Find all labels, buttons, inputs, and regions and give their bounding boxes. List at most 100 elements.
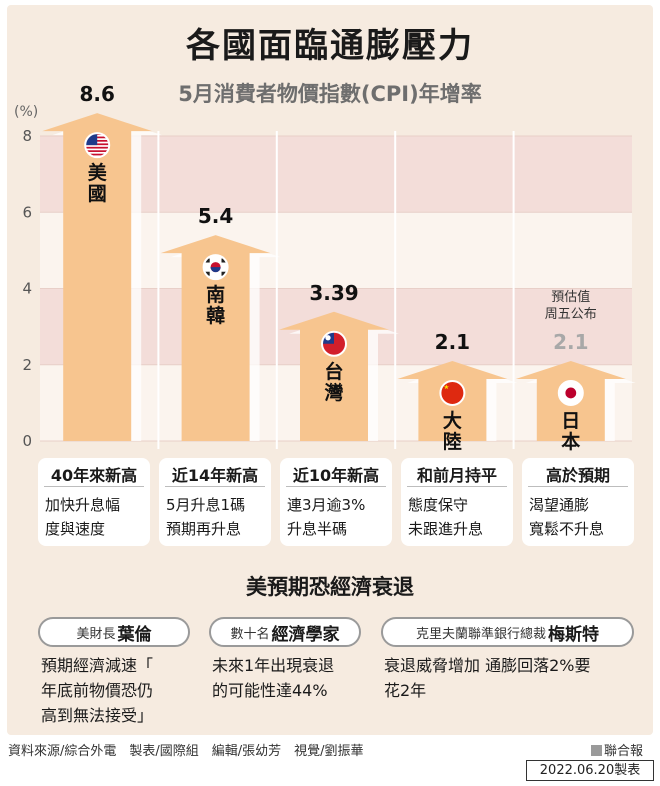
card-heading: 近10年新高 [292, 466, 380, 485]
estimate-note: 預估值 [551, 289, 590, 305]
flag-stripe [85, 150, 110, 152]
data-label: 8.6 [79, 82, 114, 106]
y-tick-label: 2 [22, 356, 32, 374]
country-notes: 40年來新高 加快升息幅 度與速度 近14年新高 5月升息1碼 預期再升息 近1… [38, 458, 634, 548]
flag-star [443, 384, 450, 390]
card-text: 加快升息幅 度與速度 [45, 493, 149, 541]
flag-body [565, 387, 577, 399]
bar [42, 113, 153, 441]
card-heading: 40年來新高 [50, 466, 138, 485]
card-divider [165, 486, 265, 487]
card-divider [528, 486, 628, 487]
card-heading: 和前月持平 [416, 466, 497, 485]
speaker-name: 經濟學家 [271, 624, 340, 645]
quote-yellen: 預期經濟減速「 年底前物價恐仍 高到無法接受」 [41, 653, 201, 728]
data-label: 2.1 [435, 330, 470, 354]
card-text-line: 態度保守 [408, 496, 469, 514]
page-title: 各國面臨通膨壓力 [186, 26, 474, 66]
speaker-title: 克里夫蘭聯準銀行總裁 [415, 626, 546, 642]
card-japan: 高於預期 渴望通膨 寬鬆不升息 [522, 458, 634, 546]
flag-sun [325, 335, 331, 341]
card-text-line: 未跟進升息 [408, 520, 484, 538]
category-label: 韓 [206, 304, 225, 327]
category-label: 本 [561, 430, 580, 453]
speaker-title: 美財長 [76, 626, 116, 642]
y-tick-label: 0 [22, 432, 32, 450]
flag-stripe [85, 153, 110, 156]
y-tick-label: 4 [22, 280, 32, 298]
category-label: 美 [88, 161, 108, 184]
card-text: 渴望通膨 寬鬆不升息 [529, 493, 633, 541]
flag-trigram [221, 258, 227, 263]
quote-line: 預期經濟減速「 [41, 656, 154, 675]
card-text: 5月升息1碼 預期再升息 [166, 493, 270, 541]
flag-trigram [204, 271, 210, 276]
card-text-line: 寬鬆不升息 [529, 520, 605, 538]
card-text: 態度保守 未跟進升息 [408, 493, 512, 541]
quote-mester: 衰退威脅增加 通膨回落2%要 花2年 [384, 653, 639, 703]
y-axis-unit: (%) [14, 104, 39, 120]
card-text-line: 升息半碼 [287, 520, 348, 538]
card-us: 40年來新高 加快升息幅 度與速度 [38, 458, 150, 546]
y-tick-label: 8 [22, 127, 32, 145]
brand-label: 聯合報 [591, 740, 643, 759]
flag-disc [565, 387, 577, 399]
flag-trigram [204, 258, 210, 263]
data-label: 3.39 [309, 281, 358, 305]
card-korea: 近14年新高 5月升息1碼 預期再升息 [159, 458, 271, 546]
category-label: 灣 [323, 381, 343, 404]
bar [160, 235, 271, 441]
category-label: 國 [88, 183, 107, 205]
card-heading: 近14年新高 [171, 466, 259, 485]
quote-economists: 未來1年出現衰退 的可能性達44% [212, 653, 372, 703]
flag-ring [439, 379, 466, 406]
chart-subtitle: 5月消費者物價指數(CPI)年增率 [178, 82, 482, 106]
speaker-pill-economists: 數十名 經濟學家 [209, 617, 361, 647]
quote-line: 未來1年出現衰退 [212, 656, 335, 675]
category-label: 大 [443, 409, 462, 432]
japan-flag-icon [557, 379, 584, 406]
flag-ring [202, 254, 229, 281]
speaker-name: 葉倫 [117, 624, 152, 645]
us-flag-icon [84, 132, 111, 159]
flag-body [204, 258, 227, 276]
flag-taegeuk-bottom [210, 267, 221, 273]
taiwan-flag-icon [321, 330, 347, 357]
flag-stripe [85, 146, 110, 149]
data-label: 5.4 [198, 204, 233, 228]
quote-line: 的可能性達44% [212, 681, 328, 700]
flag-body [85, 133, 110, 156]
data-label: 2.1 [553, 330, 588, 354]
card-text-line: 渴望通膨 [529, 496, 590, 514]
card-text-line: 預期再升息 [166, 520, 242, 538]
card-text-line: 度與速度 [45, 520, 106, 538]
quote-line: 衰退威脅增加 通膨回落2%要 [384, 656, 591, 675]
card-taiwan: 近10年新高 連3月逾3% 升息半碼 [280, 458, 392, 546]
category-label: 陸 [443, 430, 462, 453]
speaker-name: 梅斯特 [548, 624, 599, 645]
card-text: 連3月逾3% 升息半碼 [287, 493, 391, 541]
card-text-line: 加快升息幅 [45, 496, 121, 514]
quote-line: 年底前物價恐仍 [41, 681, 154, 700]
flag-ring [84, 132, 111, 159]
flag-ring [557, 379, 584, 406]
card-divider [286, 486, 386, 487]
korea-flag-icon [202, 254, 229, 281]
card-text-line: 連3月逾3% [287, 496, 366, 514]
brand-square-icon [591, 745, 602, 756]
category-label: 台 [324, 360, 343, 383]
estimate-note: 周五公布 [545, 307, 597, 322]
speaker-pill-mester: 克里夫蘭聯準銀行總裁 梅斯特 [381, 617, 634, 647]
y-tick-label: 6 [22, 203, 32, 221]
date-stamp: 2022.06.20製表 [526, 760, 654, 781]
section-title: 美預期恐經濟衰退 [246, 575, 414, 599]
bar [279, 311, 389, 441]
card-text-line: 5月升息1碼 [166, 496, 246, 514]
china-flag-icon [439, 379, 466, 406]
card-divider [407, 486, 507, 487]
quote-line: 高到無法接受」 [41, 706, 154, 725]
credits: 資料來源/綜合外電 製表/國際組 編輯/張幼芳 視覺/劉振華 [8, 744, 364, 759]
category-label: 南 [206, 284, 225, 306]
